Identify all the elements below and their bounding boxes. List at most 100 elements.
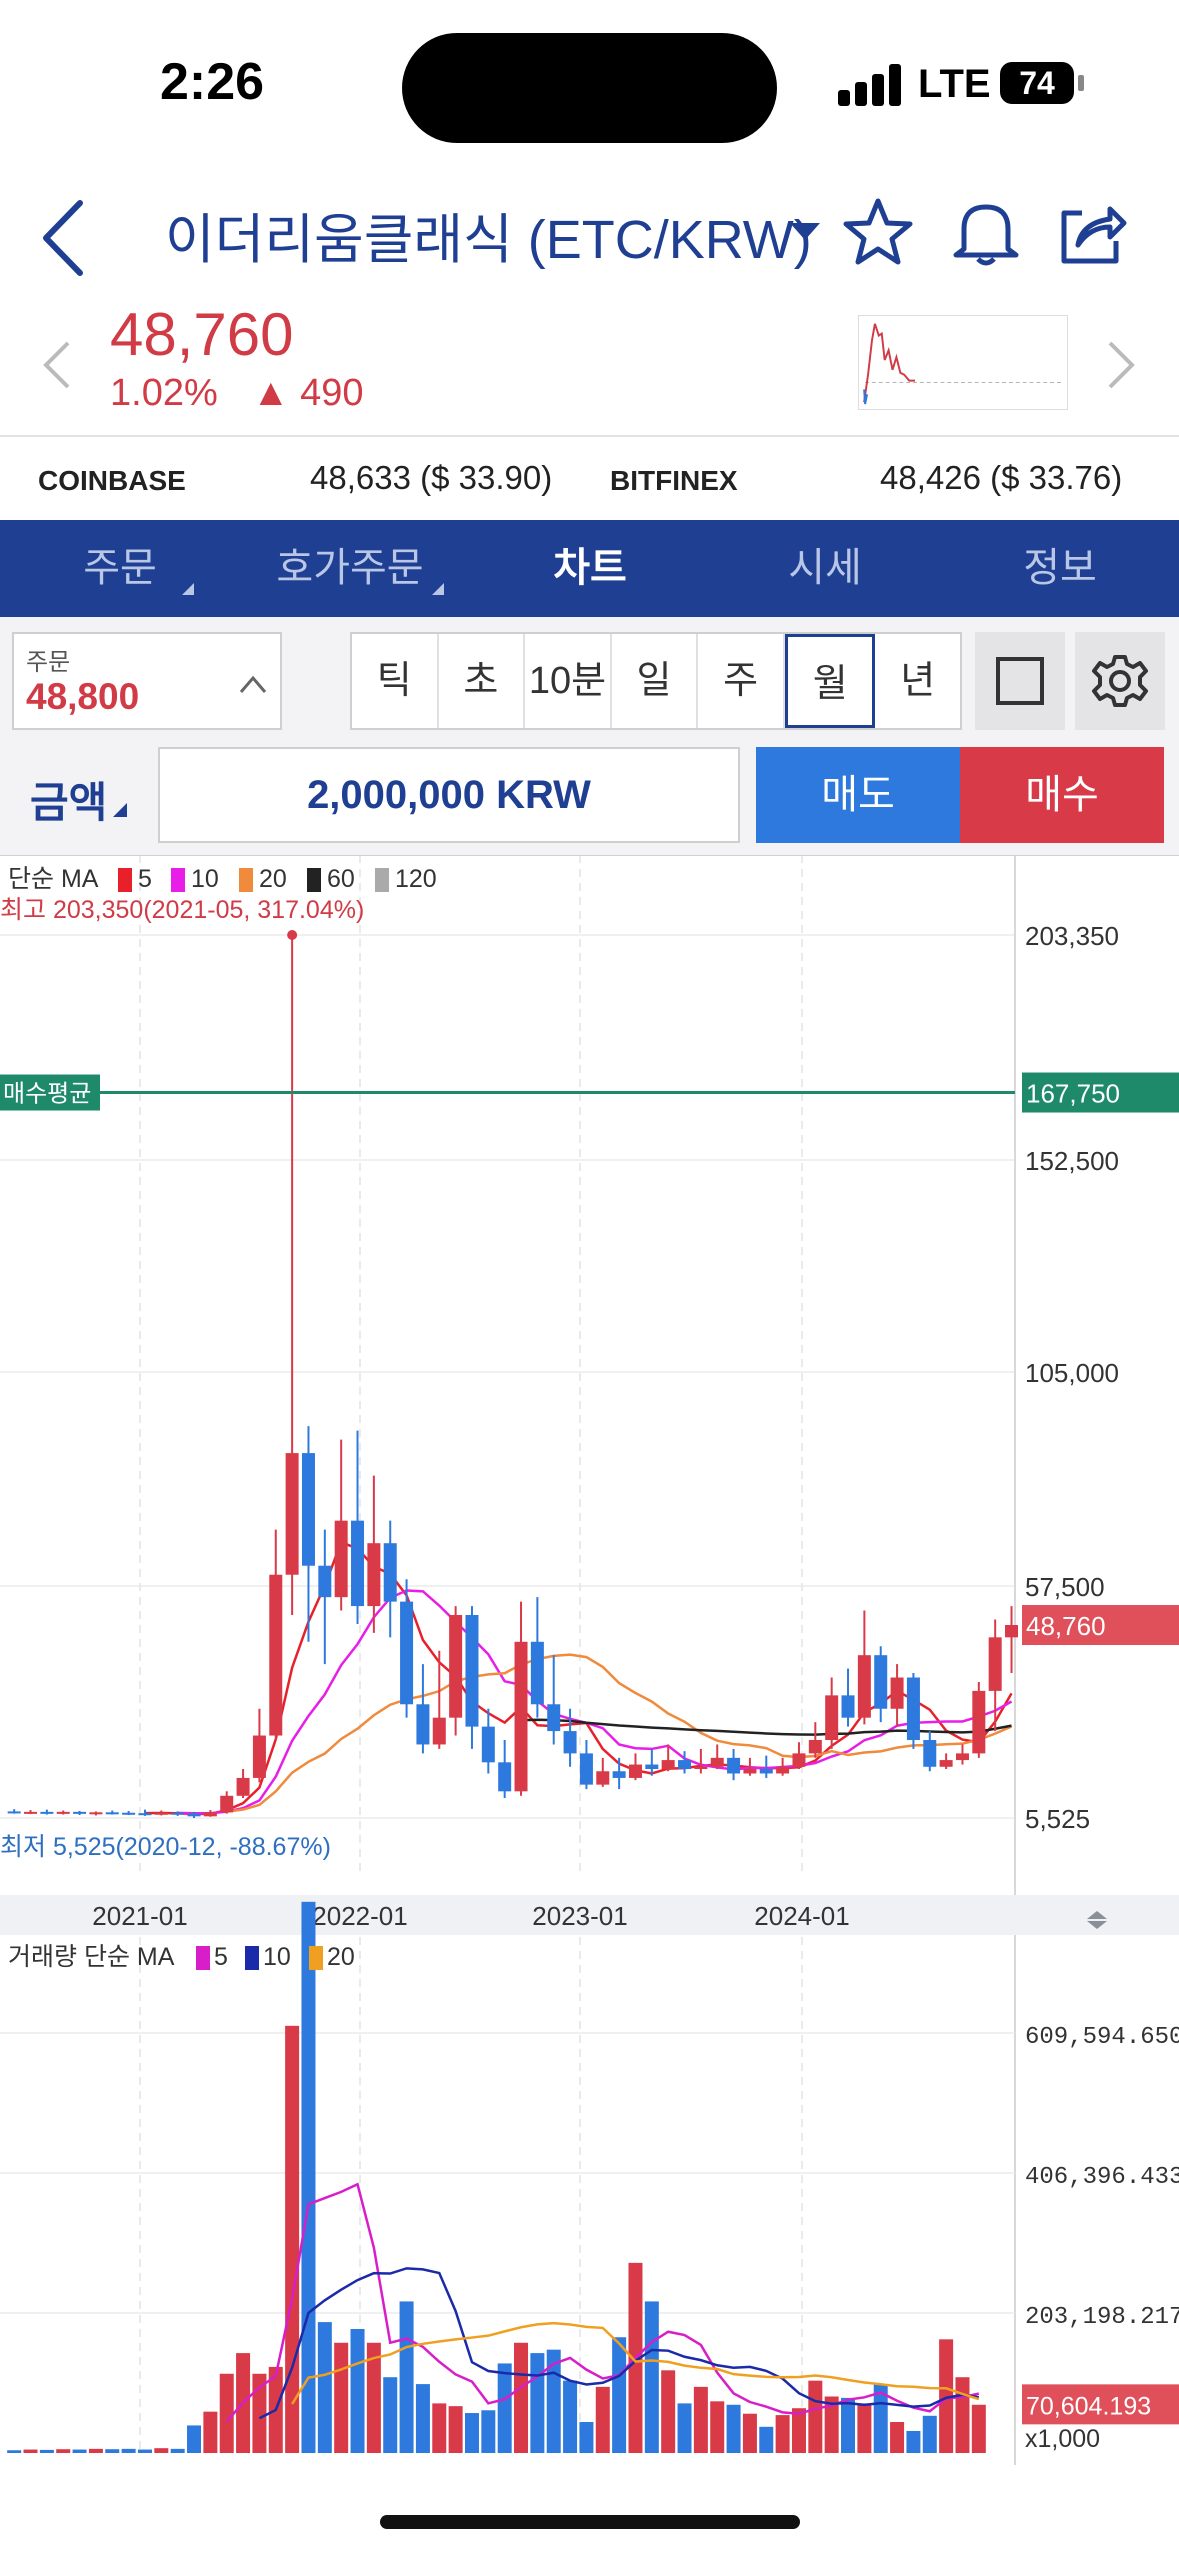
period-week[interactable]: 주 — [698, 634, 785, 728]
volume-bar — [873, 2384, 888, 2453]
tab-info[interactable]: 정보 — [1000, 520, 1120, 617]
tab-label: 정보 — [1023, 546, 1097, 590]
mini-sparkline[interactable] — [858, 315, 1068, 410]
candle-body — [7, 1811, 21, 1814]
volume-tick-label: 203,198.217 — [1025, 2304, 1179, 2331]
amount-input[interactable]: 2,000,000 KRW — [158, 747, 740, 843]
tab-corner-icon — [432, 583, 444, 595]
volume-bar — [219, 2373, 234, 2453]
sell-button[interactable]: 매도 — [756, 747, 960, 843]
y-tick-label: 5,525 — [1025, 1804, 1090, 1834]
volume-bar — [497, 2363, 512, 2453]
volume-bar — [415, 2384, 430, 2453]
home-indicator[interactable] — [380, 2515, 800, 2529]
volume-bar — [7, 2450, 22, 2453]
current-price-label: 48,760 — [1026, 1611, 1106, 1641]
volume-bar — [677, 2403, 692, 2453]
exchange-prices: COINBASE 48,633 ($ 33.90) BITFINEX 48,42… — [0, 435, 1179, 520]
star-icon[interactable] — [838, 193, 918, 273]
price-chart-area[interactable]: 203,350 152,500 105,000 57,500 5,525 매수평균 167,… — [0, 855, 1179, 2465]
volume-bar — [383, 2377, 398, 2453]
prev-coin-chevron-icon[interactable] — [38, 335, 78, 395]
volume-bar — [366, 2342, 381, 2453]
tab-label: 차트 — [553, 546, 627, 590]
volume-bar — [710, 2401, 725, 2453]
chart-settings-button[interactable] — [1075, 632, 1165, 730]
volume-bar — [137, 2449, 152, 2453]
legend-label: 60 — [327, 865, 355, 893]
legend-swatch — [118, 868, 132, 892]
legend-label: 20 — [327, 1943, 355, 1971]
amount-type-selector[interactable]: 금액 — [30, 769, 128, 830]
legend-label: 10 — [191, 865, 219, 893]
candle-body — [857, 1655, 871, 1718]
volume-bar — [187, 2425, 202, 2453]
x-tick-label: 2022-01 — [312, 1901, 407, 1931]
volume-bar — [252, 2373, 267, 2453]
volume-bar — [23, 2449, 38, 2453]
tab-chart[interactable]: 차트 — [530, 520, 650, 617]
bell-icon[interactable] — [946, 193, 1026, 273]
y-tick-label: 105,000 — [1025, 1358, 1119, 1388]
low-label: 최저 5,525(2020-12, -88.67%) — [0, 1833, 331, 1861]
candle-body — [514, 1641, 528, 1792]
exchange-name: COINBASE — [38, 465, 186, 496]
candle-body — [906, 1677, 920, 1740]
volume-bar — [285, 2025, 300, 2453]
period-day[interactable]: 일 — [612, 634, 699, 728]
volume-bar — [448, 2406, 463, 2453]
candle-body — [105, 1812, 119, 1815]
y-tick-label: 152,500 — [1025, 1146, 1119, 1176]
legend-label: 10 — [263, 1943, 291, 1971]
period-10min[interactable]: 10분 — [525, 634, 612, 728]
candle-body — [563, 1731, 577, 1754]
coin-dropdown-caret-icon[interactable] — [790, 223, 820, 240]
volume-bar — [693, 2386, 708, 2453]
tab-orderbook[interactable]: 호가주문 — [270, 520, 444, 617]
volume-current-tag — [1022, 2384, 1179, 2425]
legend-label: 5 — [138, 865, 152, 893]
tab-order[interactable]: 주문 — [60, 520, 194, 617]
tab-market[interactable]: 시세 — [765, 520, 885, 617]
period-month[interactable]: 월 — [784, 634, 876, 728]
back-icon[interactable] — [30, 193, 110, 283]
next-coin-chevron-icon[interactable] — [1100, 335, 1140, 395]
legend-swatch — [171, 868, 185, 892]
candle-body — [579, 1753, 593, 1785]
x-axis-band — [0, 1895, 1179, 1935]
volume-bar — [514, 2342, 529, 2453]
volume-bar — [939, 2339, 954, 2453]
resize-handle-icon — [1087, 1921, 1107, 1929]
period-second[interactable]: 초 — [439, 634, 526, 728]
chevron-up-icon[interactable] — [238, 670, 268, 700]
resize-handle-icon — [1087, 1911, 1107, 1919]
volume-bar — [726, 2404, 741, 2453]
chart-canvas[interactable]: 203,350 152,500 105,000 57,500 5,525 매수평균 167,… — [0, 855, 1179, 2465]
avg-buy-value-tag — [1022, 1072, 1179, 1113]
candle-body — [465, 1615, 479, 1727]
volume-bar — [72, 2449, 87, 2453]
share-icon[interactable] — [1052, 193, 1132, 273]
legend-label: 5 — [214, 1943, 228, 1971]
period-year[interactable]: 년 — [900, 660, 936, 702]
volume-bar — [301, 1901, 316, 2453]
buy-button[interactable]: 매수 — [960, 747, 1164, 843]
coin-title[interactable]: 이더리움클래식 (ETC/KRW) — [165, 210, 812, 270]
status-time: 2:26 — [160, 53, 265, 111]
candle-body — [759, 1769, 773, 1774]
candle-body — [383, 1543, 397, 1602]
amount-label: 금액 — [30, 779, 108, 826]
order-price-box[interactable]: 주문 48,800 — [12, 632, 282, 730]
volume-bar — [955, 2377, 970, 2453]
period-tick[interactable]: 틱 — [352, 634, 439, 728]
current-price-tag — [1022, 1605, 1179, 1646]
volume-bar — [579, 2421, 594, 2453]
exchange-name: BITFINEX — [610, 465, 738, 496]
drawing-tool-button[interactable] — [975, 632, 1065, 730]
gear-icon — [1092, 655, 1148, 707]
network-label: LTE — [918, 62, 991, 106]
volume-bar — [791, 2408, 806, 2453]
legend-swatch — [196, 1946, 210, 1970]
status-bar: 2:26 LTE 74 — [0, 0, 1179, 175]
volume-bar — [56, 2449, 71, 2453]
